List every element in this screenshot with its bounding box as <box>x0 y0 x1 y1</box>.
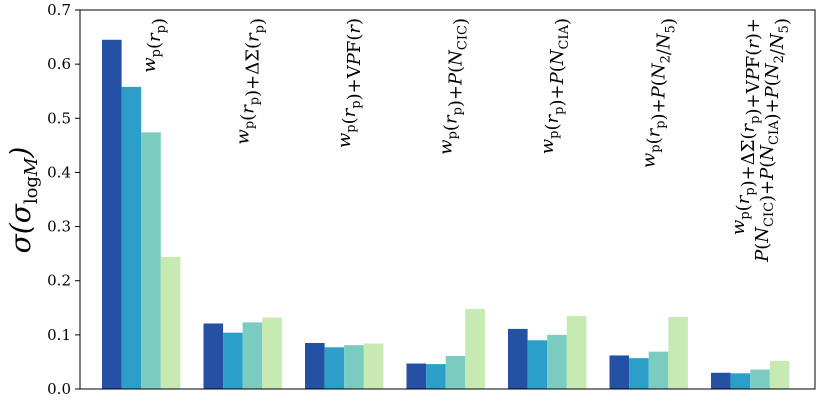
group-label-4: wp(rp)+P(NCIC) <box>436 18 472 155</box>
bar-group5-series3 <box>547 334 567 389</box>
y-tick-label: 0.4 <box>47 163 71 181</box>
y-tick-label: 0.0 <box>47 380 71 398</box>
bar-group4-series4 <box>465 308 485 389</box>
bar-group3-series4 <box>363 343 384 389</box>
group-label-2: wp(rp)+ΔΣ(rp) <box>233 18 269 145</box>
y-tick-label: 0.2 <box>47 272 71 290</box>
bar-group7-series2 <box>730 373 751 389</box>
y-tick-label: 0.3 <box>47 218 71 236</box>
bar-group5-series1 <box>508 328 528 389</box>
bar-group3-series1 <box>305 342 325 389</box>
bar-group5-series4 <box>566 315 587 389</box>
bars-layer <box>102 39 790 390</box>
bar-group6-series1 <box>609 355 630 389</box>
bar-group1-series4 <box>160 256 181 389</box>
group-label-6: wp(rp)+P(N2/N5) <box>639 18 680 168</box>
y-tick-label: 0.1 <box>47 326 71 344</box>
bar-group7-series3 <box>750 369 770 389</box>
bar-group1-series3 <box>141 132 161 390</box>
bar-group2-series1 <box>203 323 224 389</box>
bar-group2-series4 <box>262 317 282 389</box>
group-label-3: wp(rp)+VPF(r) <box>334 18 365 148</box>
bar-group4-series2 <box>426 364 446 389</box>
y-tick-label: 0.7 <box>47 1 71 19</box>
plot-frame <box>79 9 816 390</box>
bar-group3-series3 <box>344 345 364 389</box>
group-labels-layer: wp(rp) wp(rp)+ΔΣ(rp) wp(rp)+VPF(r) wp(rp)+P… <box>139 18 793 263</box>
bar-group6-series4 <box>668 316 688 389</box>
bar-group7-series1 <box>711 372 731 389</box>
group-label-7-line1: wp(rp)+ΔΣ(rp)+VPF(r)+ <box>728 18 764 235</box>
bar-group6-series2 <box>629 358 649 389</box>
y-axis-label: σ(σlogM) <box>4 147 42 254</box>
bar-group4-series1 <box>406 363 427 389</box>
y-tick-label: 0.6 <box>47 55 71 73</box>
bar-group3-series2 <box>324 347 345 389</box>
bar-group1-series1 <box>102 39 122 389</box>
group-label-5: wp(rp)+P(NCIA) <box>537 18 573 154</box>
bar-group6-series3 <box>648 351 669 389</box>
bar-group1-series2 <box>121 86 142 389</box>
group-label-7-line2: P(NCIC)+P(NCIA)+P(N2/N5) <box>752 18 793 263</box>
bar-group2-series2 <box>223 332 243 389</box>
bar-group7-series4 <box>769 360 790 389</box>
group-label-1: wp(rp) <box>139 18 170 73</box>
bar-group5-series2 <box>527 340 548 389</box>
bar-group2-series3 <box>242 322 263 389</box>
axes-layer: 0.0 0.1 0.2 0.3 0.4 0.5 0.6 0.7 <box>47 1 816 398</box>
y-tick-label: 0.5 <box>47 109 71 127</box>
bar-group4-series3 <box>445 355 466 389</box>
